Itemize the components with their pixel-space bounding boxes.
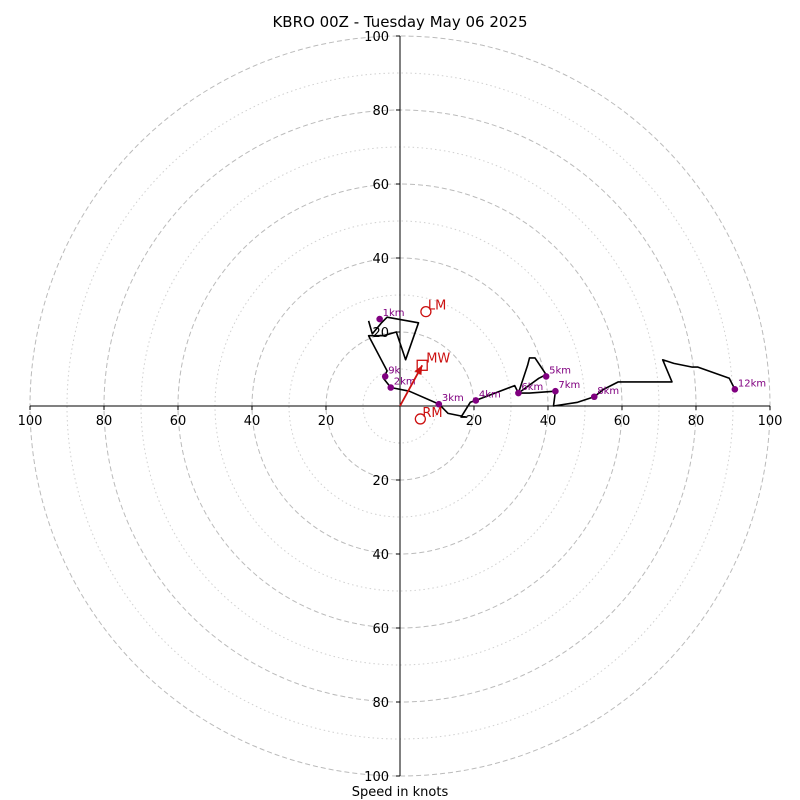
height-marker: 12km (731, 378, 766, 393)
height-markers: 1km 2km 3km 4km 5km 6km 7km 8km 9k 12km (376, 308, 766, 408)
height-marker-dot (552, 387, 559, 395)
x-tick-label: 40 (540, 414, 557, 429)
height-marker-dot (731, 386, 739, 393)
chart-title: KBRO 00Z - Tuesday May 06 2025 (272, 13, 527, 31)
height-marker-dot (387, 384, 395, 391)
height-marker-label: 2km (394, 377, 416, 388)
height-marker-dot (435, 400, 443, 408)
height-marker-dot (472, 397, 480, 404)
height-marker: 2km (387, 377, 416, 391)
y-tick-label: 60 (372, 178, 389, 193)
x-tick-label: 40 (244, 414, 261, 429)
height-marker-dot (542, 373, 550, 380)
height-marker: 6km (515, 382, 543, 397)
x-tick-label: 60 (614, 414, 631, 429)
height-marker-label: 6km (521, 382, 543, 393)
x-tick-label: 60 (170, 414, 187, 429)
y-tick-label: 20 (372, 474, 389, 489)
x-tick-label: 20 (318, 414, 335, 429)
height-marker: 1km (376, 308, 405, 323)
y-tick-label: 40 (372, 548, 389, 563)
height-marker-label: 12km (738, 378, 766, 389)
left-mover-marker (420, 305, 432, 318)
height-marker-dot (515, 389, 522, 397)
x-tick-label: 80 (688, 414, 705, 429)
left-mover-label: LM (428, 299, 446, 314)
height-marker: 5km (542, 365, 571, 380)
height-marker-label: 7km (558, 380, 580, 391)
y-tick-label: 80 (372, 104, 389, 119)
mean-wind-label: MW (426, 351, 450, 366)
storm-motion: LM MW RM (399, 299, 450, 425)
tick-labels: 20 20 20 20 40 40 40 40 60 60 60 60 80 80 80 80 100 100 10… (18, 30, 783, 785)
x-tick-label: 100 (18, 414, 43, 429)
height-marker-dot (590, 393, 598, 401)
y-tick-label: 20 (372, 326, 389, 341)
y-tick-label: 80 (372, 696, 389, 711)
x-axis-label: Speed in knots (352, 785, 449, 800)
y-tick-label: 60 (372, 622, 389, 637)
y-tick-label: 100 (364, 770, 389, 785)
height-marker: 7km (552, 380, 580, 395)
height-marker: 3km (435, 393, 464, 408)
x-tick-label: 20 (466, 414, 483, 429)
height-marker: 4km (472, 389, 501, 404)
height-marker-label: 9k (388, 365, 400, 376)
height-marker-dot (381, 373, 389, 380)
height-marker-label: 5km (549, 365, 571, 376)
y-tick-label: 40 (372, 252, 389, 267)
height-marker: 9k (381, 365, 401, 380)
height-marker-dot (376, 315, 383, 323)
right-mover-label: RM (422, 406, 442, 421)
right-mover-marker (414, 413, 427, 425)
height-marker: 8km (590, 386, 619, 401)
x-tick-label: 80 (96, 414, 113, 429)
height-marker-label: 8km (597, 386, 619, 397)
height-marker-label: 1km (383, 308, 405, 319)
height-marker-label: 3km (442, 393, 464, 404)
y-tick-label: 100 (364, 30, 389, 45)
x-tick-label: 100 (758, 414, 783, 429)
mean-wind-marker (416, 359, 428, 371)
height-marker-label: 4km (479, 389, 501, 400)
